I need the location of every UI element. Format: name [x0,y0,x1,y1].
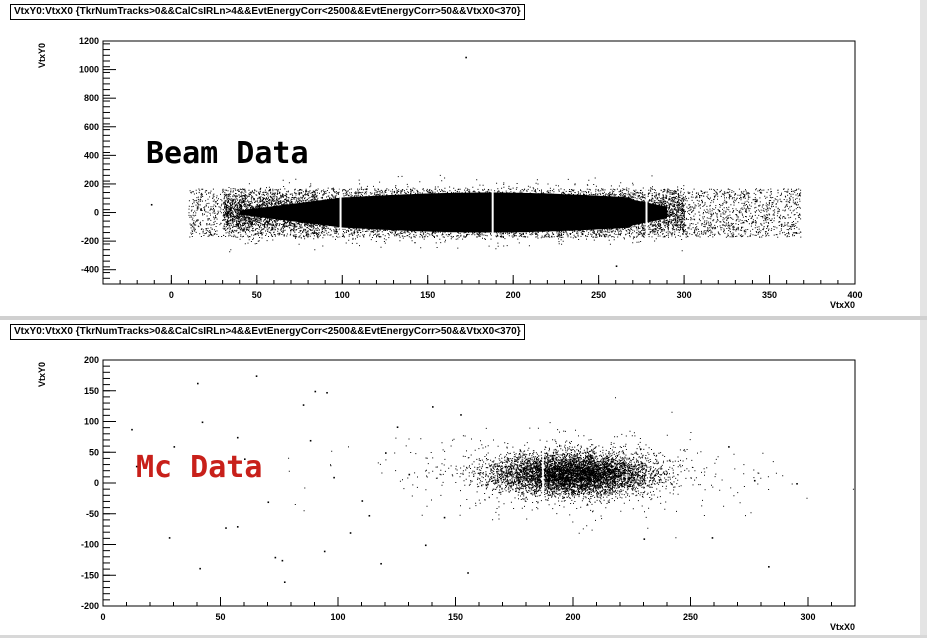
x-tick-label: 200 [565,612,580,622]
y-tick-label: 200 [84,179,99,189]
x-tick-label: 250 [683,612,698,622]
x-tick-label: 150 [420,290,435,300]
y-tick-label: -400 [81,265,99,275]
outlier-point [408,473,411,476]
outlier-point [255,375,258,377]
outlier-point [361,500,364,502]
outlier-point [283,581,286,583]
outlier-point [150,203,153,206]
outlier-point [309,439,312,442]
y-tick-label: -100 [81,540,99,550]
x-tick-label: 50 [215,612,225,622]
beam-data-panel: 0 50 100 150 200 250 300 350 400 -400 -200 0 200 400 6… [0,0,927,318]
outlier-point [314,390,317,393]
outlier-point [281,559,284,562]
outlier-point [236,436,239,439]
x-tick-label: 100 [335,290,350,300]
outlier-point [333,476,335,479]
outlier-point [768,566,770,568]
x-axis-label: VtxX0 [830,300,855,310]
outlier-point [615,265,618,268]
mc-data-panel: 0 50 100 150 200 250 300 -200 -150 -100 -50 0 50 100 1… [0,320,927,638]
y-tick-label: -150 [81,570,99,580]
y-tick-label: -200 [81,236,99,246]
outlier-point [460,414,462,416]
outlier-point [385,452,387,454]
annotation-label: Mc Data [136,450,263,485]
y-tick-label: 100 [84,417,99,427]
panel-frame-bottom [0,635,927,638]
outlier-point [643,538,646,540]
panel-frame-right [920,0,927,318]
outlier-point [168,537,171,539]
outlier-point [173,446,176,448]
plot-frame [102,359,856,607]
x-tick-label: 400 [847,290,862,300]
x-tick-label: 100 [330,612,345,622]
outlier-point [323,550,326,553]
outlier-point [368,514,371,517]
x-tick-label: 300 [677,290,692,300]
plot-title: VtxY0:VtxX0 {TkrNumTracks>0&&CalCsIRLn>4… [10,4,525,20]
y-tick-label: 800 [84,93,99,103]
outlier-point [236,526,239,528]
panel-separator [0,316,927,322]
outlier-point [753,479,756,482]
outlier-point [199,567,201,570]
y-tick-label: 1000 [79,65,99,75]
x-tick-label: 0 [100,612,105,622]
scatter-dots [188,174,802,253]
outlier-point [197,382,199,385]
scatter-dots [288,397,854,539]
y-axis-label: VtxY0 [37,362,47,387]
outlier-point [267,501,270,504]
x-tick-label: 150 [448,612,463,622]
x-axis-label: VtxX0 [830,622,855,632]
annotation-label: Beam Data [146,136,309,171]
outlier-point [396,426,399,429]
outlier-point [326,391,328,394]
outlier-point [467,572,469,574]
x-tick-label: 350 [762,290,777,300]
x-tick-label: 0 [169,290,174,300]
outlier-point [796,483,798,485]
outlier-point [244,458,246,460]
y-axis-label: VtxY0 [37,43,47,68]
outlier-point [465,56,467,59]
y-tick-label: 400 [84,150,99,160]
outlier-point [711,537,714,539]
outlier-point [443,516,446,519]
outlier-point [432,406,434,408]
y-tick-label: 600 [84,122,99,132]
outlier-point [728,446,730,448]
outlier-point [225,527,227,529]
y-tick-label: 150 [84,386,99,396]
y-tick-label: -50 [86,509,99,519]
outlier-point [274,556,277,559]
y-tick-label: 50 [89,447,99,457]
plot-frame [102,40,856,285]
outlier-point [349,532,352,534]
y-tick-label: -200 [81,601,99,611]
x-tick-label: 300 [800,612,815,622]
outlier-point [201,421,204,424]
y-tick-label: 200 [84,355,99,365]
y-tick-label: 0 [94,208,99,218]
outlier-point [380,562,382,565]
mc-data-plot: 0 50 100 150 200 250 300 -200 -150 -100 -50 0 50 100 1… [37,355,856,632]
scatter-points [150,56,802,268]
panel-frame-right [920,320,927,638]
y-tick-label: 1200 [79,36,99,46]
x-tick-label: 50 [252,290,262,300]
outlier-point [131,428,133,431]
outlier-point [424,544,427,547]
x-tick-label: 250 [591,290,606,300]
scatter-points [131,375,854,583]
outlier-point [302,404,305,406]
plot-title: VtxY0:VtxX0 {TkrNumTracks>0&&CalCsIRLn>4… [10,324,525,340]
y-tick-label: 0 [94,478,99,488]
x-tick-label: 200 [506,290,521,300]
outlier-point [135,465,138,468]
beam-data-plot: 0 50 100 150 200 250 300 350 400 -400 -200 0 200 400 6… [37,36,863,310]
